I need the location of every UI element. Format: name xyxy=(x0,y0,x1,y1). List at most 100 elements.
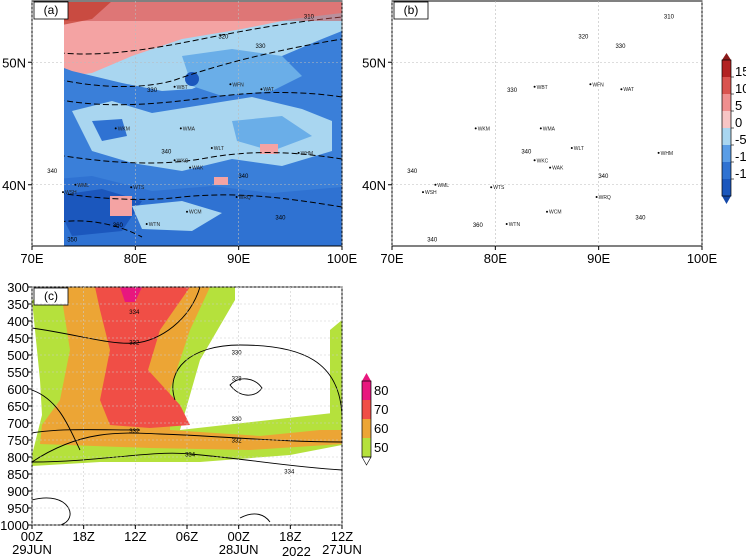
station-label: WTS xyxy=(493,185,505,191)
station-marker xyxy=(422,191,424,194)
station-label: WFN xyxy=(232,82,244,88)
colorbar-ab-top-arrow xyxy=(722,53,731,60)
station-marker xyxy=(173,85,176,88)
panel-a: (a) 70E 80E 90E 100E 40N 50N 310 320 330 330 340 34… xyxy=(2,0,358,266)
p-tick-label: 300 xyxy=(7,280,29,295)
colorbar-c-segment xyxy=(362,438,371,457)
y-tick-label: 50N xyxy=(2,55,26,70)
contour-label: 334 xyxy=(284,469,295,475)
station-marker xyxy=(210,147,213,149)
contour-label: 350 xyxy=(67,238,78,244)
map-a-field xyxy=(64,2,343,247)
colorbar-ab-label: 15 xyxy=(735,64,746,79)
colorbar-c-label: 50 xyxy=(374,440,388,455)
x-tick-label: 80E xyxy=(124,251,147,266)
station-label: WMA xyxy=(183,126,196,132)
station-marker xyxy=(62,191,64,194)
colorbar-ab-label: 5 xyxy=(735,98,742,113)
x-tick-label: 70E xyxy=(20,251,43,266)
station-label: WAT xyxy=(623,87,634,93)
station-marker xyxy=(570,147,573,149)
station-marker xyxy=(434,183,437,186)
station-label: WRQ xyxy=(599,195,611,201)
x-tick-label: 80E xyxy=(484,251,507,266)
station-label: WTS xyxy=(133,185,145,191)
station-label: WAK xyxy=(192,166,204,172)
colorbar-ab-segment xyxy=(722,77,731,94)
colorbar-c-frame xyxy=(361,380,372,458)
panel-b: (b) 70E 80E 90E 100E 40N 50N 310 320 330 330 340 34… xyxy=(362,0,718,266)
t-tick-label: 12Z xyxy=(331,529,353,544)
panel-c-label: (c) xyxy=(44,289,58,303)
colorbar-ab-segment xyxy=(722,162,731,179)
t-tick-label: 12Z xyxy=(124,529,146,544)
contour-label: 330 xyxy=(147,88,158,94)
p-tick-label: 800 xyxy=(7,450,29,465)
station-marker xyxy=(539,127,542,130)
station-label: WLT xyxy=(574,146,584,152)
year-label: 2022 xyxy=(282,544,311,557)
p-tick-label: 900 xyxy=(7,484,29,499)
station-marker xyxy=(657,151,660,154)
contour-label: 340 xyxy=(427,238,438,244)
station-label: WFN xyxy=(592,82,604,88)
colorbar-ab-label: -5 xyxy=(735,132,746,147)
t-tick-label: 18Z xyxy=(72,529,94,544)
station-marker xyxy=(173,159,176,162)
panel-a-label-box xyxy=(33,1,69,20)
x-tick-label: 100E xyxy=(687,251,718,266)
p-tick-label: 1000 xyxy=(0,518,29,533)
contour-label: 332 xyxy=(232,438,243,444)
station-marker xyxy=(505,222,508,225)
station-marker xyxy=(179,127,182,130)
station-marker xyxy=(490,186,493,189)
colorbar-c-bottom-arrow xyxy=(361,456,372,466)
t-tick-label: 00Z xyxy=(227,529,249,544)
station-marker xyxy=(189,166,192,169)
colorbar-ab-segment xyxy=(722,179,731,196)
contour-label: 332 xyxy=(129,429,140,435)
contour-label: 334 xyxy=(129,310,140,316)
contour-label: 340 xyxy=(635,216,646,222)
station-marker xyxy=(595,196,598,198)
station-label: WRQ xyxy=(239,195,251,201)
colorbar-ab-segment xyxy=(722,60,731,77)
station-label: WCM xyxy=(189,210,202,216)
station-label: WSH xyxy=(65,190,77,196)
p-tick-label: 550 xyxy=(7,365,29,380)
station-label: WHM xyxy=(301,151,314,157)
station-label: WKC xyxy=(177,158,189,164)
contour-label: 330 xyxy=(615,44,626,50)
y-tick-label: 40N xyxy=(362,178,386,193)
colorbar-ab-bottom-arrow xyxy=(722,196,731,204)
station-label: WKC xyxy=(537,158,549,164)
t-tick-label: 00Z xyxy=(21,529,43,544)
colorbar-c-segment xyxy=(362,419,371,438)
axes-b: 70E 80E 90E 100E 40N 50N 310 320 330 330 340 340 340… xyxy=(362,1,718,266)
contour-label: 330 xyxy=(507,88,518,94)
p-tick-label: 500 xyxy=(7,348,29,363)
station-marker xyxy=(549,166,552,169)
contour-label: 360 xyxy=(113,223,124,229)
contour-label: 320 xyxy=(218,34,229,40)
station-label: WKM xyxy=(478,126,490,132)
contour-label: 330 xyxy=(255,44,266,50)
contour-label: 310 xyxy=(304,15,315,21)
x-tick-label: 70E xyxy=(380,251,403,266)
panel-a-label: (a) xyxy=(44,3,59,17)
date-label: 28JUN xyxy=(219,542,259,557)
x-tick-label: 90E xyxy=(587,251,610,266)
station-label: WAK xyxy=(552,166,564,172)
date-label: 27JUN xyxy=(322,542,362,557)
contour-label: 330 xyxy=(232,350,243,356)
station-marker xyxy=(533,85,536,88)
p-tick-label: 600 xyxy=(7,382,29,397)
station-marker xyxy=(235,196,238,198)
station-marker xyxy=(589,83,592,86)
contour-label: 340 xyxy=(521,149,532,155)
station-label: WLT xyxy=(214,146,224,152)
station-marker xyxy=(145,222,148,225)
contour-label: 334 xyxy=(185,453,196,459)
t-tick-label: 18Z xyxy=(279,529,301,544)
